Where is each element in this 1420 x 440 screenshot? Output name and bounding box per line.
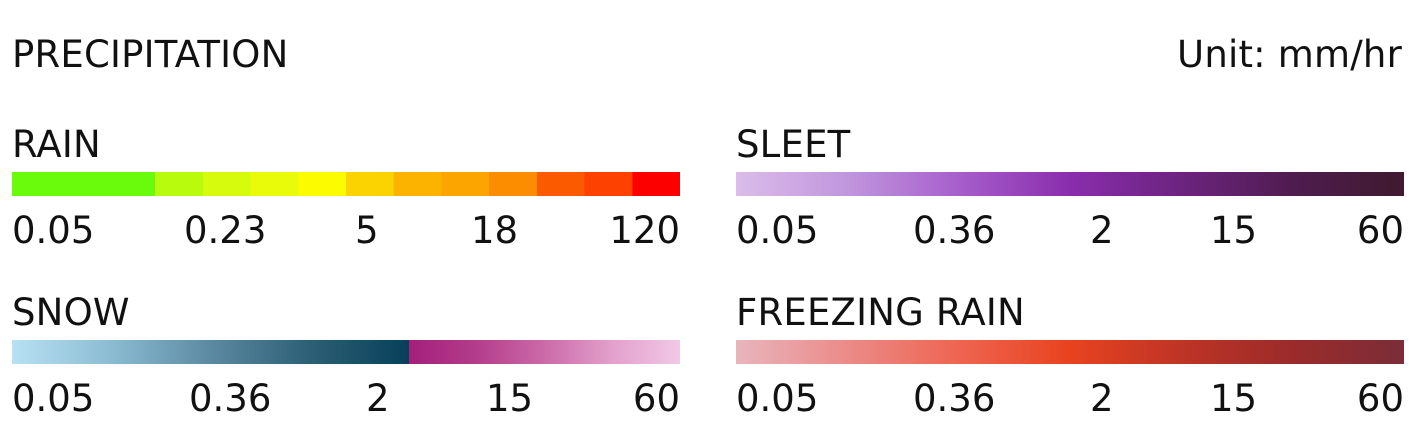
legend-title-sleet: SLEET [736,123,851,166]
tick-label: 0.36 [913,209,996,252]
tick-label: 18 [471,209,519,252]
tick-label: 60 [632,377,680,420]
color-bar-snow [12,340,680,364]
tick-label: 2 [1090,209,1114,252]
legend-title-freezing-rain: FREEZING RAIN [736,291,1025,334]
legend-snow: SNOW 0.05 0.36 2 15 60 [12,291,680,417]
tick-label: 15 [1210,377,1258,420]
tick-label: 2 [1090,377,1114,420]
legend-sleet: SLEET 0.05 0.36 2 15 60 [736,123,1404,249]
legend-title-snow: SNOW [12,291,130,334]
legend-rain: RAIN 0.05 0.23 5 18 120 [12,123,680,249]
color-bar-rain [12,172,680,196]
legend-title-rain: RAIN [12,123,101,166]
tick-label: 2 [366,377,390,420]
legend-freezing-rain: FREEZING RAIN 0.05 0.36 2 15 60 [736,291,1404,417]
tick-label: 0.05 [12,209,95,252]
tick-label: 5 [355,209,379,252]
tick-label: 0.36 [189,377,272,420]
tick-label: 0.05 [736,209,819,252]
color-bar-freezing-rain [736,340,1404,364]
unit-label: Unit: mm/hr [1177,33,1402,76]
tick-label: 0.05 [12,377,95,420]
tick-label: 60 [1356,209,1404,252]
tick-labels-freezing-rain: 0.05 0.36 2 15 60 [736,380,1404,420]
tick-label: 120 [609,209,680,252]
tick-label: 0.05 [736,377,819,420]
tick-label: 0.23 [184,209,267,252]
tick-label: 15 [1210,209,1258,252]
tick-label: 0.36 [913,377,996,420]
page-title: PRECIPITATION [12,33,289,76]
tick-labels-snow: 0.05 0.36 2 15 60 [12,380,680,420]
tick-label: 60 [1356,377,1404,420]
tick-label: 15 [486,377,534,420]
color-bar-sleet [736,172,1404,196]
tick-labels-rain: 0.05 0.23 5 18 120 [12,212,680,252]
tick-labels-sleet: 0.05 0.36 2 15 60 [736,212,1404,252]
